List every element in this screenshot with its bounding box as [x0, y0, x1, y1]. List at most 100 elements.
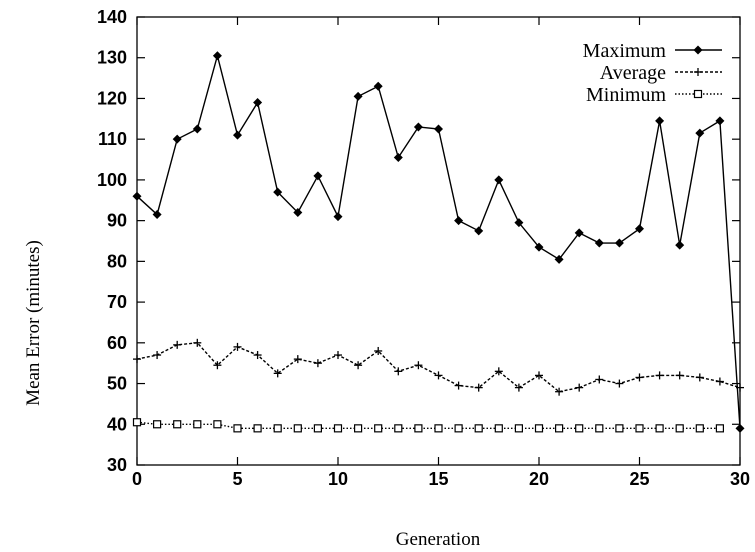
data-point-diamond	[313, 171, 323, 181]
data-point-diamond	[333, 212, 343, 222]
data-point-plus	[474, 383, 483, 392]
data-point-plus	[414, 361, 423, 370]
series-maximum	[132, 51, 745, 433]
data-point-plus	[575, 383, 584, 392]
data-point-plus	[193, 338, 202, 347]
legend-label: Minimum	[586, 84, 666, 106]
data-point-square	[434, 424, 443, 433]
data-point-plus	[354, 361, 363, 370]
y-tick-label: 50	[107, 374, 127, 394]
data-point-diamond	[514, 218, 524, 228]
data-point-square	[715, 424, 725, 433]
data-point-square	[273, 424, 282, 433]
data-point-diamond	[594, 238, 604, 248]
data-point-diamond	[172, 134, 182, 144]
x-tick-label: 15	[428, 469, 448, 489]
data-point-plus	[494, 367, 503, 376]
data-point-square	[132, 418, 142, 427]
data-point-diamond	[253, 98, 263, 108]
y-tick-label: 80	[107, 251, 127, 271]
data-point-diamond	[192, 124, 202, 134]
data-point-diamond	[474, 226, 484, 236]
data-point-plus	[133, 355, 141, 364]
axis-ticks: 0 5 10 15 20 25 30 30 40 50 60 70 80 90 100 110 120 130 14…	[97, 7, 750, 489]
data-point-square	[534, 424, 544, 433]
data-point-diamond	[534, 242, 544, 252]
data-point-square	[394, 424, 403, 433]
data-point-plus	[213, 361, 222, 370]
data-point-square	[173, 420, 182, 429]
data-point-plus	[555, 387, 564, 396]
legend-label: Average	[600, 62, 666, 84]
data-point-plus	[595, 375, 604, 384]
x-tick-label: 0	[132, 469, 142, 489]
series-layer	[132, 51, 745, 433]
data-point-diamond	[413, 122, 423, 132]
x-tick-label: 5	[232, 469, 242, 489]
y-tick-label: 90	[107, 211, 127, 231]
data-point-square	[695, 424, 704, 433]
data-point-square	[635, 424, 644, 433]
data-point-square	[554, 424, 564, 433]
data-point-square	[494, 424, 503, 433]
x-tick-label: 10	[328, 469, 348, 489]
data-point-diamond	[614, 238, 624, 248]
data-point-square	[193, 420, 202, 429]
data-point-plus	[313, 359, 322, 368]
y-tick-label: 70	[107, 292, 127, 312]
data-point-square	[213, 420, 222, 429]
y-tick-label: 100	[97, 170, 127, 190]
data-point-plus	[694, 68, 702, 76]
data-point-plus	[454, 381, 463, 390]
data-point-plus	[615, 379, 624, 388]
data-point-square	[693, 89, 703, 99]
data-point-square	[595, 424, 604, 433]
data-point-diamond	[353, 91, 363, 101]
data-point-plus	[695, 373, 704, 382]
data-point-diamond	[494, 175, 504, 185]
data-point-plus	[715, 377, 724, 386]
data-point-plus	[675, 371, 684, 380]
y-tick-label: 30	[107, 455, 127, 475]
y-tick-label: 60	[107, 333, 127, 353]
data-point-plus	[233, 342, 242, 351]
series-line	[136, 342, 741, 393]
data-point-plus	[394, 367, 403, 376]
data-point-plus	[253, 351, 262, 360]
data-point-plus	[655, 371, 664, 380]
data-point-square	[233, 424, 242, 433]
data-point-diamond	[233, 130, 242, 140]
x-tick-label: 20	[529, 469, 549, 489]
series-average	[133, 338, 744, 396]
data-point-diamond	[675, 240, 685, 250]
series-minimum	[132, 418, 725, 433]
data-point-plus	[334, 351, 342, 360]
data-point-diamond	[693, 45, 703, 55]
data-point-diamond	[434, 124, 443, 134]
data-point-diamond	[273, 187, 283, 197]
data-point-square	[414, 424, 423, 433]
data-point-diamond	[212, 51, 222, 61]
data-point-square	[615, 424, 624, 433]
data-point-square	[474, 424, 483, 433]
data-point-square	[454, 424, 463, 433]
data-point-square	[313, 424, 322, 433]
data-point-plus	[153, 351, 162, 360]
y-axis-title: Mean Error (minutes)	[23, 240, 44, 406]
y-tick-label: 110	[98, 129, 127, 149]
data-point-diamond	[373, 81, 383, 91]
data-point-square	[655, 424, 664, 433]
data-point-diamond	[393, 153, 403, 163]
data-point-diamond	[655, 116, 665, 126]
data-point-plus	[293, 355, 302, 364]
data-point-diamond	[574, 228, 584, 238]
data-point-square	[293, 424, 302, 433]
data-point-plus	[434, 371, 443, 380]
data-point-diamond	[132, 191, 142, 201]
data-point-diamond	[293, 207, 303, 217]
data-point-square	[253, 424, 262, 433]
legend-label: Maximum	[583, 40, 667, 62]
data-point-square	[514, 424, 524, 433]
x-axis-title: Generation	[396, 529, 481, 550]
